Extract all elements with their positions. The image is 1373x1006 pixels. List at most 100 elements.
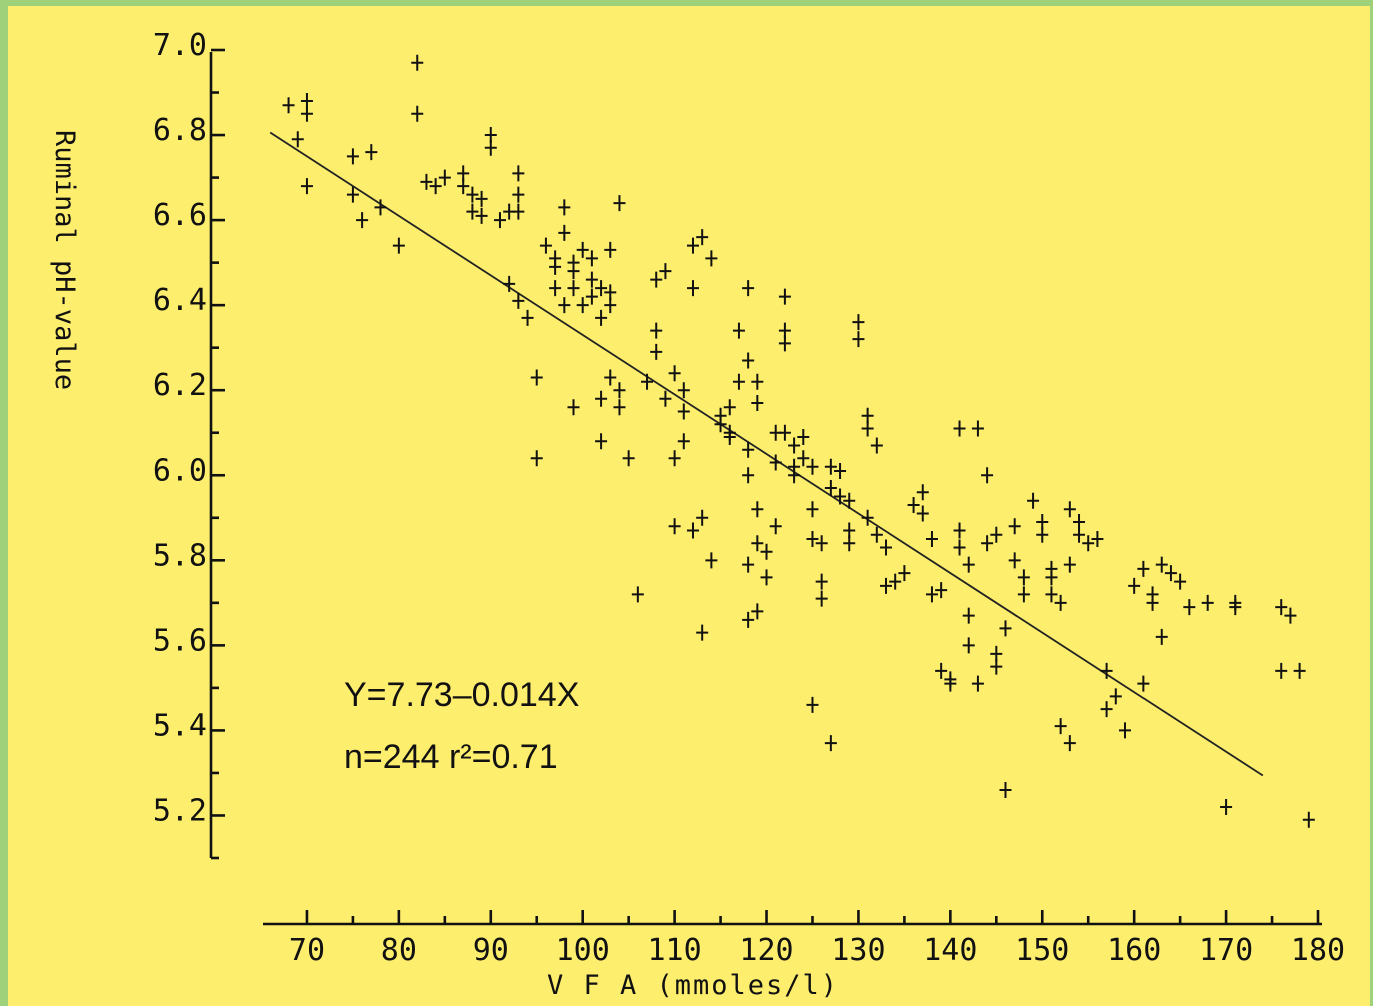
data-point xyxy=(604,284,617,301)
data-point xyxy=(567,263,580,280)
data-point xyxy=(567,399,580,416)
data-point xyxy=(732,322,745,339)
data-point xyxy=(530,450,543,467)
x-tick-label: 120 xyxy=(739,933,793,968)
data-point xyxy=(843,492,856,509)
data-point xyxy=(558,199,571,216)
data-point xyxy=(457,165,470,182)
data-point xyxy=(843,535,856,552)
data-point xyxy=(613,399,626,416)
data-point xyxy=(466,186,479,203)
data-point xyxy=(907,497,920,514)
data-point xyxy=(668,450,681,467)
y-tick-label: 5.6 xyxy=(153,623,207,658)
data-point xyxy=(549,258,562,275)
data-point xyxy=(475,207,488,224)
data-point xyxy=(558,297,571,314)
data-point xyxy=(742,467,755,484)
data-point xyxy=(595,433,608,450)
data-point xyxy=(686,237,699,254)
data-point xyxy=(742,556,755,573)
data-point xyxy=(971,420,984,437)
data-point xyxy=(815,590,828,607)
data-point xyxy=(1109,688,1122,705)
data-point xyxy=(539,237,552,254)
data-point xyxy=(916,484,929,501)
data-point xyxy=(696,624,709,641)
data-point xyxy=(1155,628,1168,645)
data-point xyxy=(1275,599,1288,616)
data-point xyxy=(999,781,1012,798)
data-point xyxy=(1183,599,1196,616)
data-point xyxy=(503,275,516,292)
data-point xyxy=(751,535,764,552)
x-tick-label: 180 xyxy=(1291,933,1345,968)
data-point xyxy=(732,373,745,390)
data-point xyxy=(1284,607,1297,624)
regression-line xyxy=(269,131,1264,777)
data-point xyxy=(870,437,883,454)
data-point xyxy=(1073,526,1086,543)
data-point xyxy=(834,488,847,505)
data-point xyxy=(981,467,994,484)
data-point xyxy=(668,518,681,535)
data-point xyxy=(1063,501,1076,518)
data-point xyxy=(466,203,479,220)
data-point xyxy=(778,288,791,305)
data-point xyxy=(300,105,313,122)
data-point xyxy=(659,390,672,407)
data-point xyxy=(1054,594,1067,611)
x-tick-label: 100 xyxy=(556,933,610,968)
data-point xyxy=(604,369,617,386)
data-point xyxy=(631,586,644,603)
data-point xyxy=(613,382,626,399)
data-point xyxy=(512,292,525,309)
data-point xyxy=(751,603,764,620)
data-point xyxy=(999,620,1012,637)
data-point xyxy=(953,420,966,437)
data-point xyxy=(1008,552,1021,569)
data-point xyxy=(880,539,893,556)
data-point xyxy=(944,671,957,688)
data-point xyxy=(971,675,984,692)
data-point xyxy=(677,403,690,420)
y-tick-label: 7.0 xyxy=(153,28,207,63)
data-point xyxy=(356,212,369,229)
regression-equation: Y=7.73–0.014X xyxy=(344,676,579,714)
data-point xyxy=(925,531,938,548)
data-point xyxy=(824,458,837,475)
y-tick-label: 6.6 xyxy=(153,198,207,233)
data-point xyxy=(576,241,589,258)
data-point xyxy=(990,526,1003,543)
data-point xyxy=(861,509,874,526)
data-point xyxy=(411,54,424,71)
data-point xyxy=(925,586,938,603)
y-tick-label: 5.8 xyxy=(153,538,207,573)
x-axis-title: V F A (mmoles/l) xyxy=(547,970,839,1001)
data-point xyxy=(852,314,865,331)
data-point xyxy=(742,611,755,628)
data-point xyxy=(1128,577,1141,594)
data-point xyxy=(650,322,663,339)
data-point xyxy=(576,297,589,314)
data-point xyxy=(1137,560,1150,577)
data-point xyxy=(1275,662,1288,679)
data-point xyxy=(1027,492,1040,509)
data-point xyxy=(677,382,690,399)
data-point xyxy=(742,441,755,458)
data-point xyxy=(549,280,562,297)
data-point xyxy=(1008,518,1021,535)
data-point xyxy=(696,509,709,526)
data-point xyxy=(898,565,911,582)
data-point xyxy=(760,543,773,560)
data-point xyxy=(512,165,525,182)
data-point xyxy=(291,131,304,148)
y-tick-label: 5.2 xyxy=(153,793,207,828)
data-point xyxy=(346,148,359,165)
data-point xyxy=(824,480,837,497)
data-point xyxy=(484,139,497,156)
x-tick-label: 80 xyxy=(381,933,417,968)
data-point xyxy=(778,335,791,352)
data-point xyxy=(282,97,295,114)
chart-panel: 5.2 5.4 5.6 5.8 6.0 6.2 6.4 6.6 6.8 7.0 70 80 90 100 1… xyxy=(8,6,1370,1006)
